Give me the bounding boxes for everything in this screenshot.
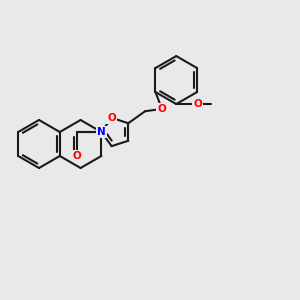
Text: N: N xyxy=(97,127,106,137)
Text: O: O xyxy=(107,113,116,123)
Text: O: O xyxy=(73,151,82,161)
Text: O: O xyxy=(158,104,166,114)
Text: O: O xyxy=(194,99,202,109)
